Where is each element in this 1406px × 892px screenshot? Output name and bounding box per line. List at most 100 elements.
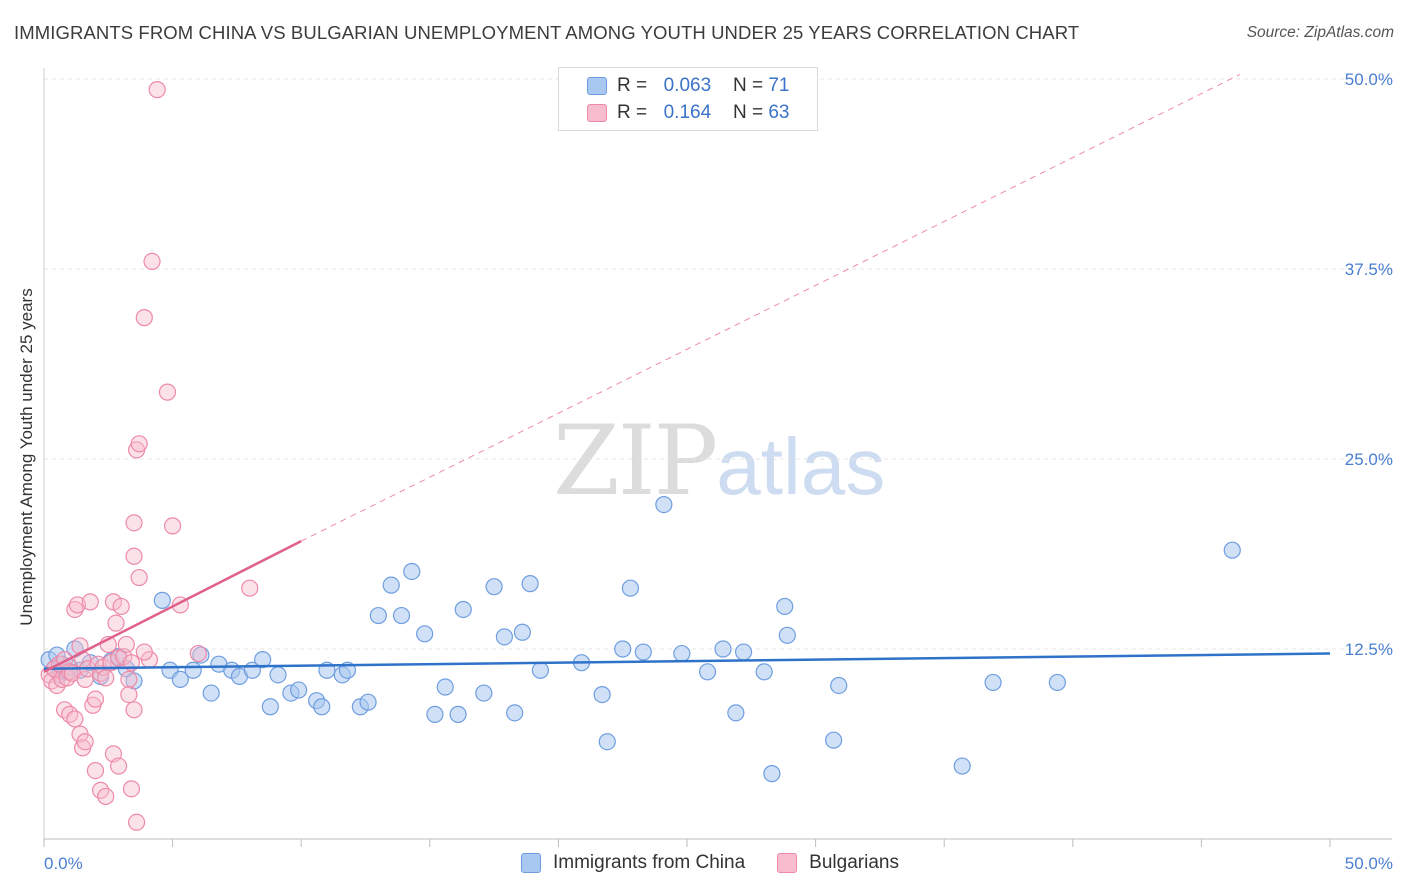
- bottom-legend-label-bulgarians: Bulgarians: [809, 852, 899, 873]
- data-point-china: [763, 765, 781, 783]
- data-point-bulgarians: [86, 761, 105, 780]
- data-point-bulgarians: [130, 435, 148, 453]
- data-point-china: [825, 731, 843, 749]
- data-point-china: [184, 661, 202, 679]
- data-point-china: [521, 575, 539, 593]
- trend-line-china: [43, 652, 1331, 671]
- trend-lines: [43, 73, 1331, 673]
- data-point-bulgarians: [112, 597, 130, 616]
- data-point-china: [506, 704, 524, 722]
- watermark-atlas: atlas: [716, 422, 886, 511]
- data-point-bulgarians: [97, 787, 115, 806]
- data-point-china: [475, 684, 493, 702]
- data-point-bulgarians: [143, 252, 161, 270]
- data-point-china: [698, 663, 717, 681]
- gridlines: [44, 78, 1392, 650]
- watermark-zip: ZIP: [553, 405, 718, 517]
- tick-labels: 12.5% 25.0% 37.5% 50.0% 0.0% 50.0%: [44, 70, 1393, 873]
- y-tick-label: 25.0%: [1345, 450, 1393, 469]
- data-point-bulgarians: [158, 383, 177, 401]
- data-point-china: [261, 698, 279, 716]
- legend-r-label: R =: [617, 102, 648, 123]
- data-point-china: [449, 705, 467, 723]
- data-point-bulgarians: [109, 757, 128, 775]
- data-point-china: [269, 666, 287, 684]
- data-point-bulgarians: [117, 635, 135, 654]
- data-point-china: [369, 606, 387, 625]
- data-point-china: [778, 626, 796, 644]
- legend-r-value-bulgarians: 0.164: [663, 102, 712, 123]
- bottom-legend-china: Immigrants from China: [521, 852, 745, 874]
- data-point-china: [621, 579, 640, 597]
- data-point-china: [655, 496, 673, 514]
- series-china-points: [40, 496, 1241, 783]
- data-point-bulgarians: [66, 710, 84, 728]
- data-point-china: [436, 678, 454, 696]
- data-point-china: [513, 623, 531, 641]
- legend-r-label: R =: [617, 75, 648, 96]
- data-point-bulgarians: [127, 813, 146, 831]
- legend-swatch-bulgarians: [587, 104, 607, 122]
- data-point-china: [727, 704, 745, 722]
- x-tick-label-max: 50.0%: [1345, 854, 1393, 873]
- data-point-china: [953, 757, 971, 775]
- legend-r-value-china: 0.063: [663, 75, 712, 96]
- data-point-bulgarians: [81, 593, 99, 611]
- legend-n-value-bulgarians: 63: [768, 102, 790, 123]
- bottom-legend: Immigrants from China Bulgarians: [521, 852, 931, 874]
- data-point-china: [254, 651, 272, 669]
- data-point-china: [171, 670, 189, 689]
- data-point-china: [776, 597, 794, 616]
- data-point-china: [403, 562, 421, 581]
- y-tick-label: 12.5%: [1345, 640, 1393, 659]
- data-point-bulgarians: [130, 568, 148, 587]
- bottom-legend-bulgarians: Bulgarians: [777, 852, 899, 874]
- axes: [43, 68, 1392, 847]
- data-point-bulgarians: [68, 596, 87, 614]
- data-point-bulgarians: [76, 670, 94, 689]
- legend: R = 0.063 N = 71 R = 0.164 N = 63: [558, 67, 818, 131]
- data-point-bulgarians: [148, 81, 166, 99]
- x-tick-label-min: 0.0%: [44, 854, 83, 873]
- data-point-china: [485, 578, 503, 596]
- data-point-bulgarians: [120, 685, 138, 704]
- data-point-china: [984, 673, 1002, 692]
- bottom-legend-label-china: Immigrants from China: [553, 852, 746, 873]
- data-point-china: [593, 685, 611, 704]
- bottom-legend-swatch-bulgarians: [777, 853, 798, 873]
- bottom-legend-swatch-china: [521, 853, 541, 873]
- trend-line-bulgarians: [43, 539, 302, 673]
- data-point-china: [1223, 541, 1241, 559]
- data-point-bulgarians: [61, 705, 79, 723]
- data-point-bulgarians: [241, 579, 259, 597]
- trend-line-bulgarians-extended: [300, 73, 1241, 542]
- data-point-china: [531, 661, 549, 679]
- data-point-china: [153, 591, 171, 609]
- data-point-china: [359, 693, 377, 711]
- data-point-china: [313, 698, 331, 716]
- data-point-bulgarians: [76, 733, 94, 751]
- legend-n-value-china: 71: [768, 75, 790, 96]
- data-point-china: [416, 625, 434, 643]
- y-tick-label: 50.0%: [1345, 70, 1393, 89]
- data-point-china: [755, 663, 773, 681]
- data-point-bulgarians: [120, 670, 138, 689]
- data-point-china: [392, 606, 411, 625]
- legend-row-bulgarians: R = 0.164 N = 63: [587, 100, 789, 126]
- data-point-bulgarians: [135, 643, 153, 661]
- data-point-bulgarians: [66, 600, 84, 619]
- data-point-china: [614, 640, 632, 658]
- data-point-china: [495, 628, 513, 646]
- data-point-china: [382, 576, 400, 594]
- watermark: ZIPatlas: [553, 405, 885, 517]
- data-point-bulgarians: [107, 614, 125, 632]
- legend-n-label: N =: [732, 75, 764, 96]
- chart-title: IMMIGRANTS FROM CHINA VS BULGARIAN UNEMP…: [14, 22, 1080, 43]
- data-point-china: [1048, 673, 1066, 692]
- series-bulgarians-points: [40, 81, 259, 831]
- data-point-china: [830, 676, 848, 695]
- legend-n-label: N =: [732, 102, 764, 123]
- data-point-bulgarians: [135, 309, 153, 327]
- data-point-bulgarians: [189, 644, 207, 663]
